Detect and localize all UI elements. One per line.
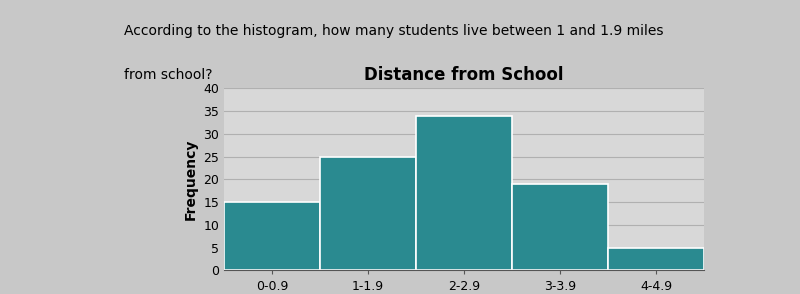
Text: According to the histogram, how many students live between 1 and 1.9 miles: According to the histogram, how many stu… <box>124 24 663 38</box>
Title: Distance from School: Distance from School <box>364 66 564 84</box>
Y-axis label: Frequency: Frequency <box>184 139 198 220</box>
Text: from school?: from school? <box>124 68 213 82</box>
Bar <box>512 184 608 270</box>
Bar <box>608 248 704 270</box>
Bar <box>224 202 320 270</box>
Bar <box>416 116 512 270</box>
Bar <box>320 156 416 270</box>
